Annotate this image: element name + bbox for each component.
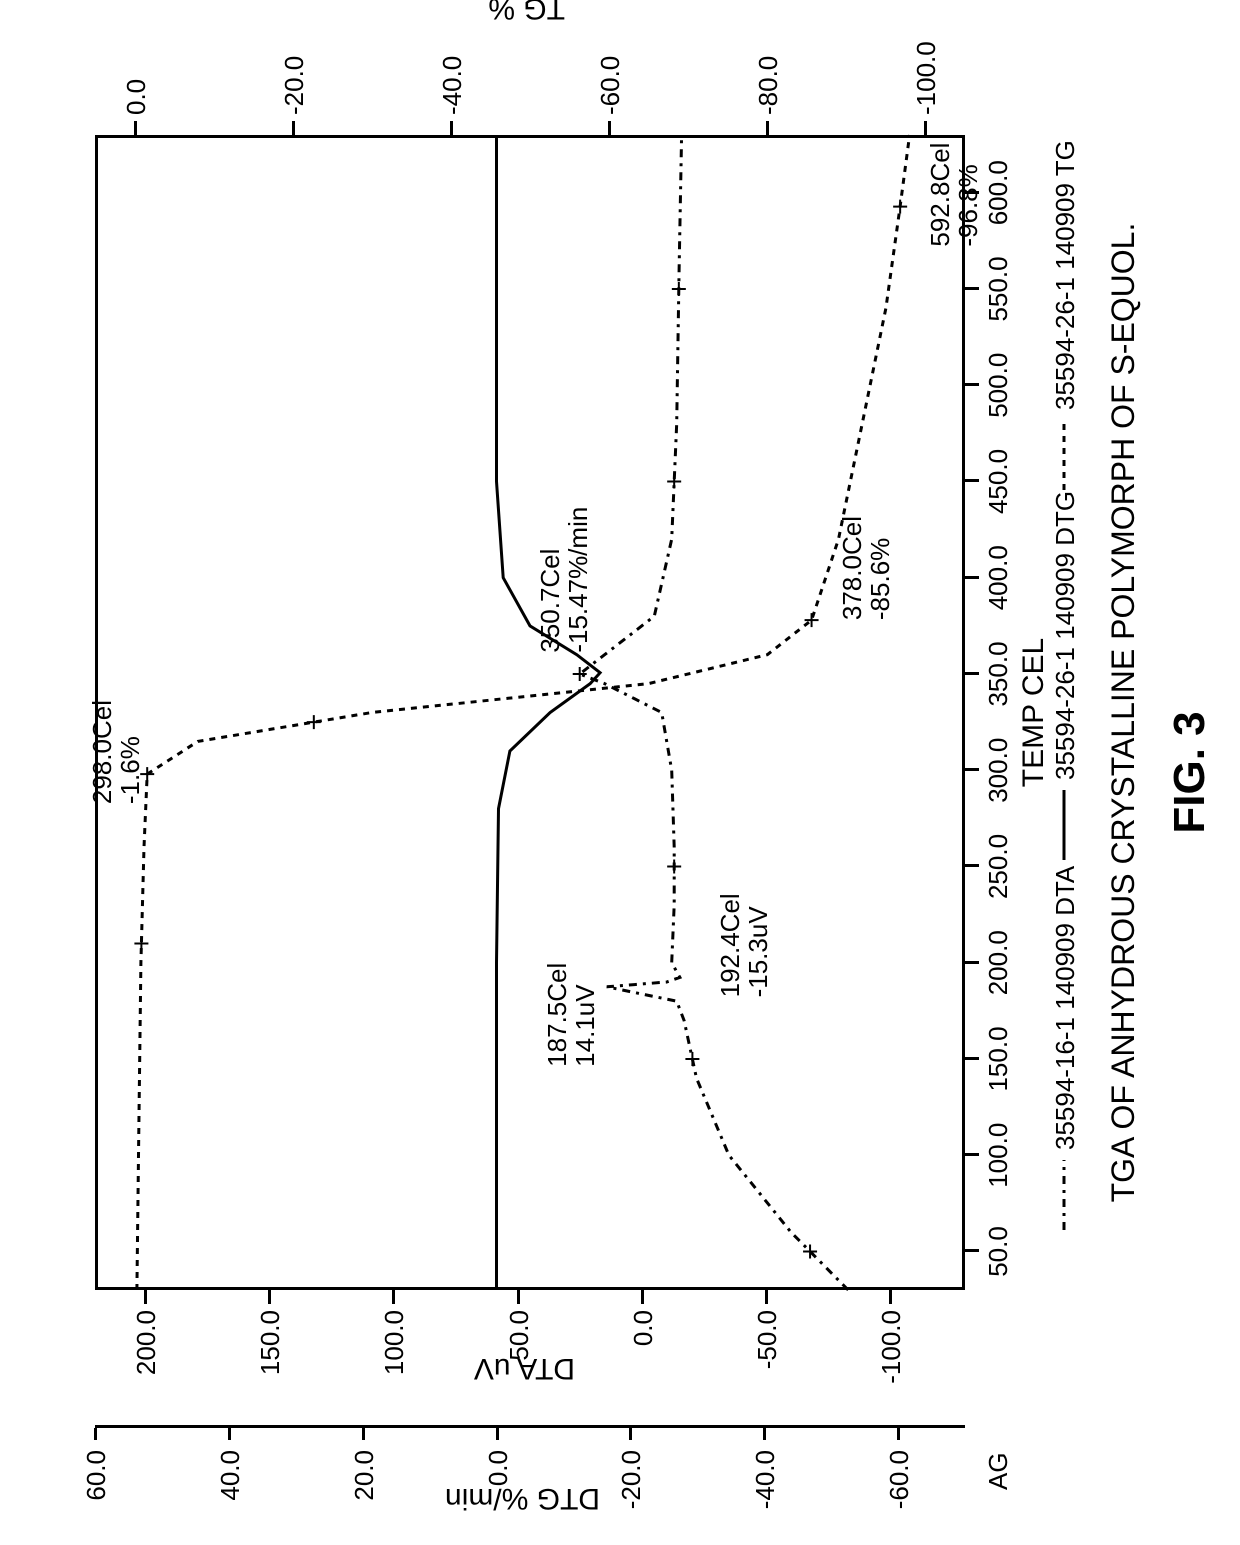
dtg-tick-label: 40.0 xyxy=(215,1450,246,1501)
tg-tick-label: -80.0 xyxy=(753,56,784,115)
dta-tick-label: 150.0 xyxy=(255,1310,286,1375)
x-tick xyxy=(965,1057,979,1060)
dtg-tick xyxy=(362,1428,365,1440)
x-axis-title: TEMP CEL xyxy=(1017,638,1051,788)
dta-axis-title: DTA uV xyxy=(474,1351,575,1385)
x-tick-label: 100.0 xyxy=(983,1123,1014,1188)
dta-tick-label: -100.0 xyxy=(876,1310,907,1384)
annotation: 192.4Cel xyxy=(715,893,746,997)
ag-marker: AG xyxy=(983,1452,1014,1490)
x-tick-label: 300.0 xyxy=(983,738,1014,803)
annotation: 592.8Cel xyxy=(925,143,956,247)
tg-tick xyxy=(924,121,927,135)
tg-tick xyxy=(608,121,611,135)
tg-tick-label: 0.0 xyxy=(121,79,152,115)
dta-tick-label: 200.0 xyxy=(131,1310,162,1375)
annotation: -1.6% xyxy=(115,736,146,804)
x-tick-label: 550.0 xyxy=(983,256,1014,321)
x-tick-label: 500.0 xyxy=(983,353,1014,418)
legend-item: 35594-26-1 140909 TG xyxy=(1050,140,1081,410)
dtg-tick-label: -20.0 xyxy=(616,1450,647,1509)
legend-item: 35594-16-1 140909 DTA xyxy=(1050,866,1081,1150)
x-tick-label: 250.0 xyxy=(983,834,1014,899)
dta-tick-label: 100.0 xyxy=(379,1310,410,1375)
annotation: 378.0Cel xyxy=(837,516,868,620)
dtg-axis-line xyxy=(95,1425,965,1428)
x-tick-label: 350.0 xyxy=(983,641,1014,706)
x-tick-label: 400.0 xyxy=(983,545,1014,610)
chart-area: 50.0 100.0 150.0 200.0 250.0 300.0 350.0 400.0 4… xyxy=(0,0,1240,1545)
dtg-tick-label: -40.0 xyxy=(750,1450,781,1509)
x-tick xyxy=(965,961,979,964)
tg-tick xyxy=(134,121,137,135)
dta-tick-label: 0.0 xyxy=(628,1310,659,1346)
dta-tick xyxy=(765,1290,768,1304)
annotation: 187.5Cel xyxy=(542,963,573,1067)
dtg-tick-label: 20.0 xyxy=(349,1450,380,1501)
x-tick xyxy=(965,1153,979,1156)
landscape-container: 50.0 100.0 150.0 200.0 250.0 300.0 350.0 400.0 4… xyxy=(0,0,1240,1545)
dtg-tick xyxy=(897,1428,900,1440)
tg-axis-title: TG % xyxy=(488,0,565,25)
annotation: -96.8% xyxy=(953,164,984,246)
dtg-tick xyxy=(228,1428,231,1440)
dta-tick-label: -50.0 xyxy=(752,1310,783,1369)
dta-tick xyxy=(889,1290,892,1304)
page: 50.0 100.0 150.0 200.0 250.0 300.0 350.0 400.0 4… xyxy=(0,0,1240,1545)
dtg-tick xyxy=(94,1428,97,1440)
annotation: 298.0Cel xyxy=(87,700,118,804)
tg-tick xyxy=(766,121,769,135)
dtg-axis-title: DTG %/min xyxy=(445,1481,600,1515)
legend-item: 35594-26-1 140909 DTG xyxy=(1050,491,1081,780)
tg-tick-label: -40.0 xyxy=(437,56,468,115)
x-tick xyxy=(965,768,979,771)
annotation: 350.7Cel xyxy=(535,549,566,653)
dtg-tick xyxy=(496,1428,499,1440)
dta-tick xyxy=(641,1290,644,1304)
dta-tick xyxy=(517,1290,520,1304)
x-tick xyxy=(965,672,979,675)
dtg-tick-label: 60.0 xyxy=(81,1450,112,1501)
figure-number: FIG. 3 xyxy=(1165,711,1215,833)
tg-tick xyxy=(292,121,295,135)
x-tick xyxy=(965,1250,979,1253)
annotation: -15.3uV xyxy=(743,906,774,997)
x-tick-label: 50.0 xyxy=(983,1226,1014,1277)
tg-tick xyxy=(450,121,453,135)
dta-tick xyxy=(392,1290,395,1304)
x-tick xyxy=(965,576,979,579)
x-tick-label: 450.0 xyxy=(983,449,1014,514)
dta-tick xyxy=(144,1290,147,1304)
tg-tick-label: -100.0 xyxy=(911,41,942,115)
x-tick-label: 150.0 xyxy=(983,1026,1014,1091)
dtg-tick xyxy=(763,1428,766,1440)
x-tick xyxy=(965,865,979,868)
caption: TGA OF ANHYDROUS CRYSTALLINE POLYMORPH O… xyxy=(1105,223,1142,1203)
x-tick-label: 600.0 xyxy=(983,160,1014,225)
x-tick xyxy=(965,287,979,290)
tg-tick-label: -20.0 xyxy=(279,56,310,115)
dta-tick xyxy=(268,1290,271,1304)
annotation: 14.1uV xyxy=(570,984,601,1066)
annotation: -15.47%/min xyxy=(563,507,594,653)
annotation: -85.6% xyxy=(865,538,896,620)
dtg-tick-label: -60.0 xyxy=(884,1450,915,1509)
x-tick xyxy=(965,480,979,483)
x-tick-label: 200.0 xyxy=(983,930,1014,995)
dtg-tick xyxy=(629,1428,632,1440)
x-tick xyxy=(965,383,979,386)
tg-tick-label: -60.0 xyxy=(595,56,626,115)
